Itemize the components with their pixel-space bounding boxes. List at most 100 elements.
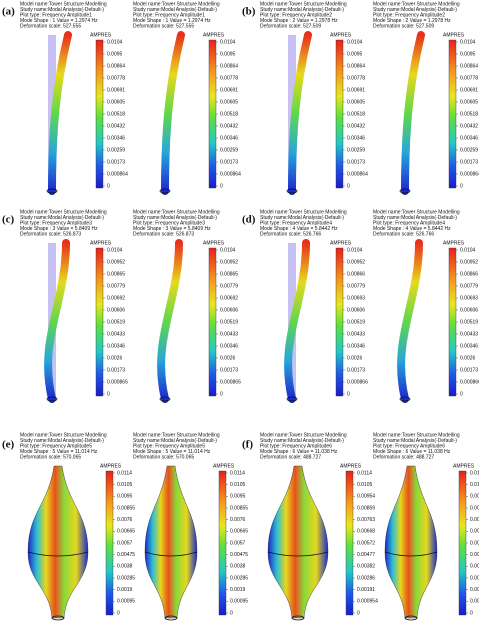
- header-line: Study name:Modal Analysis(-Default-): [373, 7, 457, 13]
- header-line: Mode Shape : 4 Value = 5.8442 Hz: [260, 226, 338, 232]
- colorbar-tick-label: 0.00518: [460, 111, 478, 117]
- tower-base: [46, 188, 58, 194]
- unit-label: AMPRES: [330, 32, 352, 38]
- colorbar-tick-label: 0.00286: [470, 575, 479, 581]
- colorbar-tick-label: 0.00346: [347, 343, 365, 349]
- header-line: Mode Shape : 1 Value = 1.2974 Hz: [20, 18, 98, 24]
- tower: [384, 465, 438, 619]
- colorbar-tick-label: 0.00433: [107, 331, 125, 337]
- tower: [267, 465, 329, 619]
- colorbar-tick-label: 0.00173: [107, 159, 125, 165]
- header-line: Deformation scale: 526.873: [20, 232, 81, 238]
- header-line: Mode Shape : 5 Value = 11.014 Hz: [133, 449, 211, 455]
- colorbar-tick-label: 0.00259: [347, 147, 365, 153]
- tower-base: [399, 188, 411, 194]
- colorbar-tick-label: 0.00286: [357, 575, 375, 581]
- header-line: Plot type: Frequency Amplitude1: [133, 13, 205, 19]
- unit-label: AMPRES: [213, 463, 235, 469]
- ring: [384, 551, 438, 557]
- header-line: Deformation scale: 488.727: [260, 455, 321, 461]
- colorbar-tick-label: 0.000864: [347, 171, 368, 177]
- colorbar-tick-label: 0.00763: [357, 517, 375, 523]
- tower: [27, 465, 89, 619]
- colorbar-tick-label: 0.00606: [107, 307, 125, 313]
- ring: [144, 551, 198, 557]
- colorbar-tick-label: 0.00778: [460, 75, 478, 81]
- colorbar-tick-label: 0.00572: [357, 540, 375, 546]
- header-line: Study name:Modal Analysis(-Default-): [260, 215, 344, 221]
- colorbar-tick-label: 0.00665: [230, 529, 248, 535]
- tower-base: [51, 615, 65, 621]
- header-line: Plot type: Frequency Amplitude6: [373, 444, 445, 450]
- header-line: Deformation scale: 570.065: [20, 455, 81, 461]
- colorbar-tick-label: 0.00346: [460, 135, 478, 141]
- colorbar-tick-label: 0: [230, 610, 233, 616]
- header-line: Study name:Modal Analysis(-Default-): [133, 7, 217, 13]
- header-line: Model name:Tower Structure Modelling: [20, 209, 107, 215]
- header-line: Study name:Modal Analysis(-Default-): [373, 438, 457, 444]
- tower: [397, 239, 423, 403]
- colorbar-tick-label: 0.00779: [347, 283, 365, 289]
- colorbar: [335, 39, 344, 189]
- header-line: Model name:Tower Structure Modelling: [20, 1, 107, 7]
- colorbar-tick-label: 0.00691: [220, 87, 238, 93]
- tower: [144, 465, 198, 619]
- tower-base: [291, 615, 305, 621]
- header-line: Study name:Modal Analysis(-Default-): [20, 7, 104, 13]
- colorbar: [95, 39, 104, 189]
- colorbar-tick-label: 0.000865: [107, 379, 128, 385]
- unit-label: AMPRES: [100, 463, 122, 469]
- colorbar-tick-label: 0.00346: [347, 135, 365, 141]
- colorbar-tick-label: 0.00952: [107, 259, 125, 265]
- header-line: Deformation scale: 488.727: [373, 455, 434, 461]
- colorbar-tick-label: 0.00691: [347, 87, 365, 93]
- header-line: Plot type: Frequency Amplitude4: [260, 221, 332, 227]
- header-line: Study name:Modal Analysis(-Default-): [260, 7, 344, 13]
- ring: [27, 551, 89, 557]
- header-line: Plot type: Frequency Amplitude1: [20, 13, 92, 19]
- colorbar-tick-label: 0.00173: [460, 159, 478, 165]
- colorbar-tick-label: 0.000864: [220, 171, 241, 177]
- colorbar-tick-label: 0.0019: [117, 587, 133, 593]
- colorbar-tick-label: 0.00692: [107, 295, 125, 301]
- colorbar-tick-label: 0.00859: [470, 505, 479, 511]
- colorbar-tick-label: 0.00346: [107, 343, 125, 349]
- colorbar-tick-label: 0.00519: [460, 319, 478, 325]
- colorbar-tick-label: 0.0105: [117, 482, 133, 488]
- tower: [157, 239, 183, 403]
- tower-base: [399, 396, 411, 402]
- header-line: Plot type: Frequency Amplitude2: [373, 13, 445, 19]
- colorbar-tick-label: 0.00285: [117, 575, 135, 581]
- header-line: Deformation scale: 527.555: [20, 24, 81, 30]
- colorbar-tick-label: 0.00173: [220, 159, 238, 165]
- colorbar: [335, 247, 344, 397]
- colorbar-tick-label: 0.00519: [347, 319, 365, 325]
- colorbar-tick-label: 0: [107, 391, 110, 397]
- header-line: Model name:Tower Structure Modelling: [260, 209, 347, 215]
- colorbar-tick-label: 0.00259: [107, 147, 125, 153]
- colorbar-tick-label: 0.00778: [220, 75, 238, 81]
- tower-base: [286, 396, 298, 402]
- tower-base: [46, 396, 58, 402]
- colorbar-tick-label: 0.00605: [460, 99, 478, 105]
- colorbar-tick-label: 0.00173: [107, 367, 125, 373]
- colorbar-tick-label: 0.00432: [107, 123, 125, 129]
- colorbar-tick-label: 0.00346: [220, 343, 238, 349]
- unit-label: AMPRES: [90, 240, 112, 246]
- colorbar-tick-label: 0: [117, 610, 120, 616]
- colorbar-tick-label: 0.00433: [220, 331, 238, 337]
- colorbar-tick-label: 0.0095: [230, 494, 246, 500]
- header-line: Deformation scale: 527.555: [133, 24, 194, 30]
- unit-label: AMPRES: [453, 463, 475, 469]
- colorbar-tick-label: 0.0026: [460, 355, 476, 361]
- header-line: Plot type: Frequency Amplitude5: [133, 444, 205, 450]
- tower-base: [164, 615, 178, 621]
- colorbar-tick-label: 0: [470, 610, 473, 616]
- header-line: Study name:Modal Analysis(-Default-): [373, 215, 457, 221]
- header-line: Mode Shape : 3 Value = 5.8409 Hz: [133, 226, 211, 232]
- colorbar-tick-label: 0.0104: [347, 247, 363, 253]
- colorbar-tick-label: 0.00346: [220, 135, 238, 141]
- colorbar-tick-label: 0.00855: [117, 505, 135, 511]
- header-line: Study name:Modal Analysis(-Default-): [20, 438, 104, 444]
- colorbar-tick-label: 0.00095: [117, 599, 135, 605]
